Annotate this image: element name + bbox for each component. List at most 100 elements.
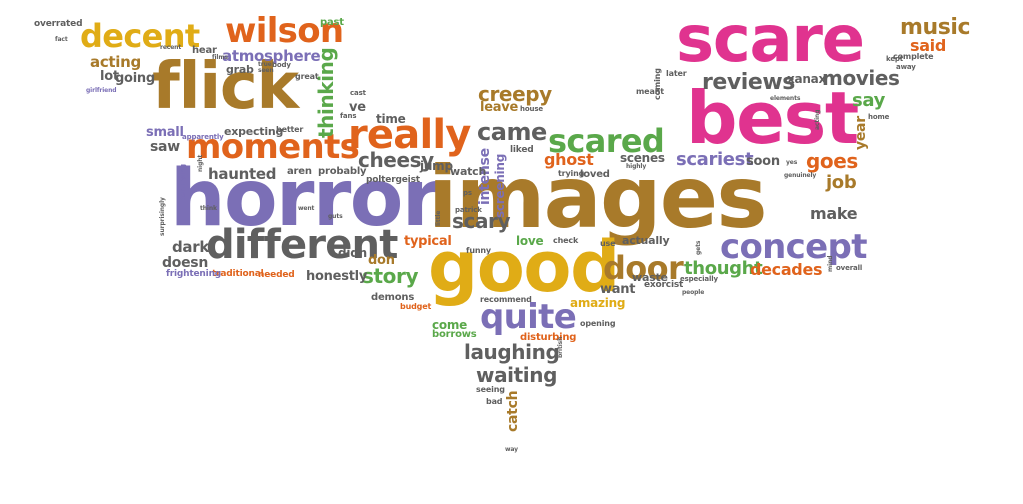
cloud-word: films	[212, 54, 228, 61]
cloud-word: seen	[258, 67, 274, 74]
cloud-word: funny	[466, 246, 491, 255]
cloud-word: liked	[510, 145, 534, 155]
cloud-word: went	[298, 205, 315, 212]
cloud-word: time	[376, 112, 406, 126]
cloud-word: true	[258, 61, 272, 68]
cloud-word: job	[826, 172, 857, 193]
cloud-word: exorcist	[644, 280, 684, 290]
cloud-word: reviews	[702, 70, 795, 95]
cloud-word: terrifying	[179, 164, 187, 200]
cloud-word: movies	[822, 66, 900, 90]
cloud-word: scenes	[620, 151, 665, 165]
cloud-word: small	[146, 125, 184, 140]
cloud-word: house	[520, 105, 543, 113]
cloud-word: fact	[55, 36, 68, 43]
cloud-word: use	[600, 239, 616, 248]
cloud-word: ve	[349, 100, 366, 115]
cloud-word: came	[477, 118, 547, 146]
cloud-word: girlfriend	[86, 87, 117, 94]
cloud-word: especially	[680, 275, 718, 283]
cloud-word: good	[428, 226, 620, 308]
cloud-word: moments	[186, 127, 360, 167]
cloud-word: acting	[90, 53, 141, 71]
cloud-word: gets	[695, 240, 702, 255]
cloud-word: say	[852, 90, 885, 111]
cloud-word: bad	[486, 397, 503, 406]
cloud-word: genuinely	[784, 172, 817, 179]
cloud-word: highly	[626, 163, 647, 170]
cloud-word: poltergeist	[366, 175, 420, 185]
cloud-word: catch	[505, 390, 521, 432]
cloud-word: story	[362, 264, 419, 288]
cloud-word: watch	[450, 165, 487, 178]
cloud-word: yes	[786, 159, 798, 166]
cloud-word: cast	[350, 89, 366, 97]
cloud-word: people	[682, 289, 705, 296]
cloud-word: better	[276, 125, 304, 134]
cloud-word: surprisingly	[159, 197, 166, 236]
cloud-word: probably	[318, 166, 367, 177]
cloud-word: needed	[258, 270, 295, 280]
cloud-word: recommend	[480, 295, 532, 304]
cloud-word: concept	[720, 227, 867, 267]
cloud-word: didn	[338, 246, 367, 260]
cloud-word: complete	[893, 52, 934, 61]
cloud-word: doesn	[162, 255, 209, 271]
cloud-word: typical	[404, 234, 452, 249]
cloud-word: wilson	[225, 11, 344, 51]
cloud-word: haunted	[208, 165, 277, 183]
cloud-word: soon	[746, 154, 780, 169]
cloud-word: best	[686, 76, 859, 160]
cloud-word: grab	[226, 63, 254, 76]
cloud-word: dark	[172, 238, 210, 256]
cloud-word: lot	[100, 69, 119, 84]
cloud-word: cheesy	[358, 148, 434, 172]
cloud-word: waste	[632, 271, 668, 284]
cloud-word: horror	[170, 154, 440, 244]
cloud-word: decent	[80, 17, 200, 55]
cloud-word: mind	[827, 255, 834, 272]
cloud-word: don	[368, 253, 395, 268]
cloud-word: opening	[580, 319, 616, 328]
cloud-word: guts	[328, 213, 343, 220]
cloud-word: images	[428, 148, 768, 248]
cloud-word: expecting	[224, 125, 284, 138]
cloud-word: going	[115, 71, 155, 86]
cloud-word: scariest	[676, 149, 754, 170]
cloud-word: year	[853, 116, 869, 150]
cloud-word: goes	[806, 149, 858, 173]
cloud-word: frightening	[166, 269, 222, 279]
cloud-word: away	[896, 63, 916, 71]
cloud-word: screening	[493, 153, 507, 218]
cloud-word: little	[435, 210, 442, 226]
cloud-word: patrick	[455, 206, 482, 214]
cloud-word: coming	[653, 68, 662, 100]
cloud-word: actually	[622, 234, 670, 247]
cloud-word: way	[505, 446, 518, 453]
cloud-word: amazing	[570, 296, 626, 310]
cloud-word: loved	[580, 169, 610, 180]
cloud-word: overrated	[34, 19, 83, 29]
cloud-word: body	[272, 61, 291, 69]
cloud-word: love	[516, 234, 544, 248]
cloud-word: want	[600, 282, 636, 297]
cloud-word: music	[900, 15, 971, 40]
cloud-word: recent	[160, 44, 182, 51]
cloud-word: scare	[676, 3, 865, 77]
cloud-word: budget	[400, 302, 432, 311]
cloud-word: leave	[480, 100, 519, 115]
cloud-word: thought	[684, 258, 763, 279]
cloud-word: different	[206, 222, 398, 268]
cloud-word: honestly	[306, 269, 368, 284]
cloud-word: seeing	[476, 385, 505, 394]
cloud-word: later	[666, 69, 687, 78]
cloud-word: acting	[814, 109, 821, 130]
cloud-word: really	[348, 112, 471, 158]
cloud-word: saw	[150, 139, 180, 155]
cloud-word: said	[910, 36, 946, 55]
cloud-word: atmosphere	[222, 47, 321, 65]
cloud-word: check	[553, 236, 579, 245]
cloud-word: xanax	[787, 72, 827, 86]
cloud-word: ps	[463, 189, 472, 197]
cloud-word: home	[868, 113, 890, 121]
